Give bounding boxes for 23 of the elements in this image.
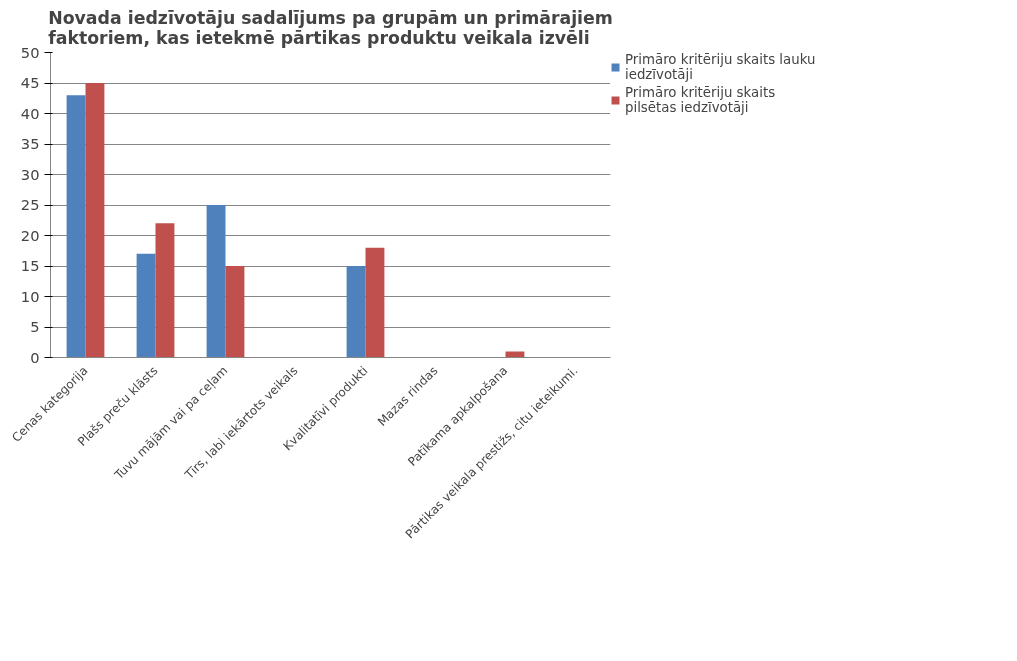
y-tick-label: 50	[20, 43, 40, 61]
y-tick-label: 35	[20, 135, 40, 152]
legend-label: Primāro kritēriju skaits lauku iedzīvotāji	[625, 52, 816, 82]
y-tick-label: 40	[20, 104, 40, 122]
bar	[66, 95, 86, 358]
bar	[346, 266, 366, 358]
bar	[136, 253, 156, 358]
bar	[155, 223, 175, 358]
legend-label: Primāro kritēriju skaits pilsētas iedzīvotāji	[625, 85, 776, 115]
y-tick-label: 30	[20, 165, 40, 183]
bar	[365, 247, 385, 358]
y-tick-label: 25	[20, 196, 40, 213]
y-tick-label: 45	[20, 74, 40, 91]
bar	[206, 205, 226, 358]
bar	[85, 83, 105, 358]
bar	[225, 266, 245, 358]
bar	[505, 351, 525, 358]
y-tick-label: 20	[20, 226, 40, 244]
chart-title: Novada iedzīvotāju sadalījums pa grupām un primārajiem faktoriem, kas ietekmē pārtikas produktu veikala izvēli	[48, 7, 613, 48]
y-tick-label: 5	[30, 318, 40, 335]
y-tick-label: 0	[30, 348, 40, 366]
y-tick-label: 15	[20, 257, 40, 274]
y-tick-label: 10	[20, 287, 40, 305]
